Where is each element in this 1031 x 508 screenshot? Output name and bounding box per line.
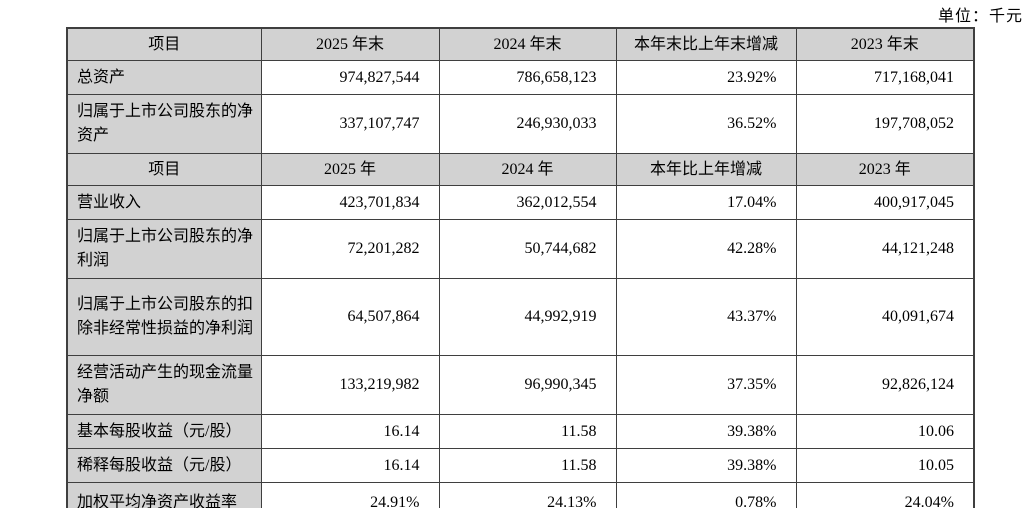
table-row-revenue: 营业收入 423,701,834 362,012,554 17.04% 400,…	[66, 185, 975, 220]
column-header-yoy-change: 本年比上年增减	[615, 153, 797, 186]
table-row-basic-eps: 基本每股收益（元/股） 16.14 11.58 39.38% 10.06	[66, 414, 975, 449]
table-row-total-assets: 总资产 974,827,544 786,658,123 23.92% 717,1…	[66, 60, 975, 95]
value-2023: 40,091,674	[795, 278, 975, 356]
row-label: 稀释每股收益（元/股）	[66, 448, 262, 483]
table-row-weighted-roe: 加权平均净资产收益率 24.91% 24.13% 0.78% 24.04%	[66, 482, 975, 508]
value-2025: 16.14	[260, 414, 440, 449]
column-header-2024: 2024 年	[438, 153, 617, 186]
value-2025: 133,219,982	[260, 355, 440, 415]
value-2024: 24.13%	[438, 482, 617, 508]
value-change: 37.35%	[615, 355, 797, 415]
value-change: 17.04%	[615, 185, 797, 220]
column-header-item: 项目	[66, 153, 262, 186]
table-row-net-profit-deducted: 归属于上市公司股东的扣除非经常性损益的净利润 64,507,864 44,992…	[66, 278, 975, 356]
unit-label: 单位：千元	[937, 8, 1023, 25]
value-change: 0.78%	[615, 482, 797, 508]
value-2024: 11.58	[438, 448, 617, 483]
value-2023: 92,826,124	[795, 355, 975, 415]
income-header-row: 项目 2025 年 2024 年 本年比上年增减 2023 年	[66, 153, 975, 186]
column-header-2025-end: 2025 年末	[260, 27, 440, 61]
column-header-2023: 2023 年	[795, 153, 975, 186]
value-2024: 786,658,123	[438, 60, 617, 95]
value-2023: 400,917,045	[795, 185, 975, 220]
value-change: 36.52%	[615, 94, 797, 154]
value-change: 42.28%	[615, 219, 797, 279]
value-2024: 246,930,033	[438, 94, 617, 154]
value-2025: 64,507,864	[260, 278, 440, 356]
table-row-net-assets: 归属于上市公司股东的净资产 337,107,747 246,930,033 36…	[66, 94, 975, 154]
table-row-operating-cash-flow: 经营活动产生的现金流量净额 133,219,982 96,990,345 37.…	[66, 355, 975, 415]
value-change: 23.92%	[615, 60, 797, 95]
value-2025: 423,701,834	[260, 185, 440, 220]
value-2023: 24.04%	[795, 482, 975, 508]
table-row-diluted-eps: 稀释每股收益（元/股） 16.14 11.58 39.38% 10.05	[66, 448, 975, 483]
table-row-net-profit: 归属于上市公司股东的净利润 72,201,282 50,744,682 42.2…	[66, 219, 975, 279]
row-label: 加权平均净资产收益率	[66, 482, 262, 508]
value-2024: 44,992,919	[438, 278, 617, 356]
value-change: 43.37%	[615, 278, 797, 356]
row-label: 归属于上市公司股东的净利润	[66, 219, 262, 279]
value-2023: 10.06	[795, 414, 975, 449]
value-2024: 50,744,682	[438, 219, 617, 279]
value-2025: 24.91%	[260, 482, 440, 508]
row-label: 归属于上市公司股东的扣除非经常性损益的净利润	[66, 278, 262, 356]
value-2024: 362,012,554	[438, 185, 617, 220]
value-change: 39.38%	[615, 448, 797, 483]
value-change: 39.38%	[615, 414, 797, 449]
row-label: 经营活动产生的现金流量净额	[66, 355, 262, 415]
column-header-2024-end: 2024 年末	[438, 27, 617, 61]
balance-header-row: 项目 2025 年末 2024 年末 本年末比上年末增减 2023 年末	[66, 27, 975, 61]
row-label: 归属于上市公司股东的净资产	[66, 94, 262, 154]
row-label: 总资产	[66, 60, 262, 95]
row-label: 营业收入	[66, 185, 262, 220]
column-header-2025: 2025 年	[260, 153, 440, 186]
value-2023: 197,708,052	[795, 94, 975, 154]
financial-summary-table: 项目 2025 年末 2024 年末 本年末比上年末增减 2023 年末 总资产…	[66, 27, 975, 508]
value-2023: 10.05	[795, 448, 975, 483]
value-2023: 717,168,041	[795, 60, 975, 95]
value-2024: 96,990,345	[438, 355, 617, 415]
column-header-yoy-end-change: 本年末比上年末增减	[615, 27, 797, 61]
row-label: 基本每股收益（元/股）	[66, 414, 262, 449]
value-2023: 44,121,248	[795, 219, 975, 279]
value-2025: 16.14	[260, 448, 440, 483]
value-2025: 974,827,544	[260, 60, 440, 95]
column-header-2023-end: 2023 年末	[795, 27, 975, 61]
value-2025: 72,201,282	[260, 219, 440, 279]
column-header-item: 项目	[66, 27, 262, 61]
value-2025: 337,107,747	[260, 94, 440, 154]
value-2024: 11.58	[438, 414, 617, 449]
